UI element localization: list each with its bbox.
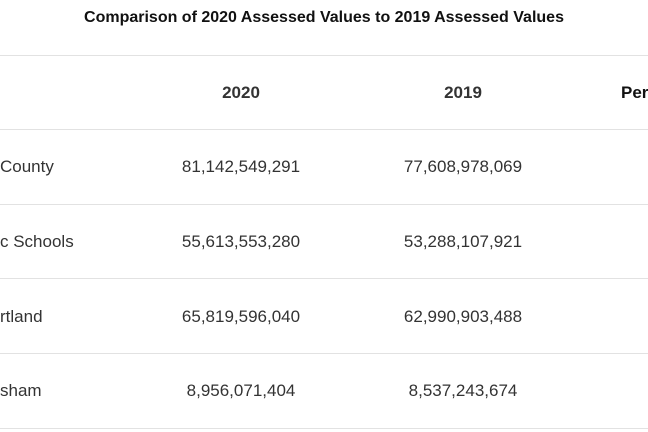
header-2019: 2019 [444,83,482,102]
row-label: sham [0,381,42,400]
row-value-2019: 8,537,243,674 [408,381,518,400]
row-value-2020: 55,613,553,280 [181,232,301,251]
row-value-2020: 81,142,549,291 [181,157,301,176]
table-title: Comparison of 2020 Assessed Values to 20… [84,9,564,26]
row-value-2019: 62,990,903,488 [403,307,523,326]
divider [0,55,648,56]
divider [0,129,648,130]
row-label: County [0,157,54,176]
row-value-2020: 8,956,071,404 [186,381,296,400]
row-value-2019: 77,608,978,069 [403,157,523,176]
row-label: rtland [0,307,43,326]
divider [0,204,648,205]
row-value-2019: 53,288,107,921 [403,232,523,251]
divider [0,353,648,354]
header-2020: 2020 [222,83,260,102]
header-percent: Per [621,83,648,102]
row-label: c Schools [0,232,74,251]
divider [0,278,648,279]
divider [0,428,648,429]
row-value-2020: 65,819,596,040 [181,307,301,326]
